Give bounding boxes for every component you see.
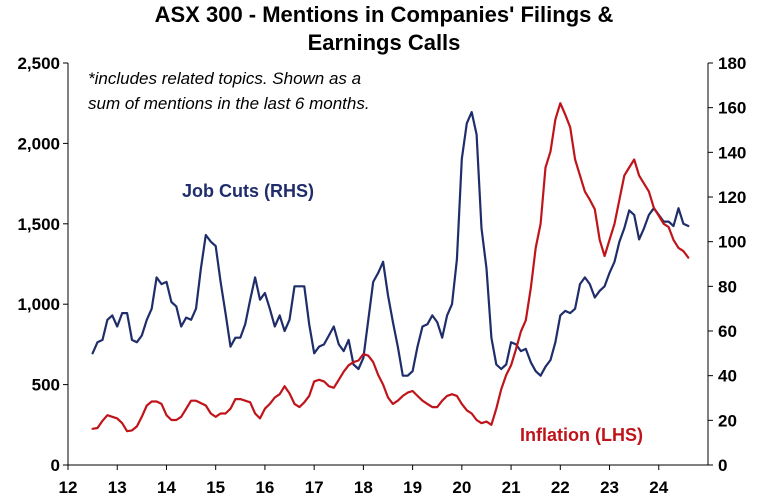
x-tick-label: 14 <box>157 478 176 497</box>
y-left-tick-label: 2,500 <box>17 54 60 73</box>
chart-title-line-1: ASX 300 - Mentions in Companies' Filings… <box>155 2 614 27</box>
x-tick-label: 16 <box>255 478 274 497</box>
label-job-cuts: Job Cuts (RHS) <box>182 181 314 201</box>
annotation-line-1: *includes related topics. Shown as a <box>88 69 361 88</box>
y-right-tick-label: 80 <box>718 277 737 296</box>
y-left-tick-label: 0 <box>51 456 60 475</box>
y-right-tick-label: 180 <box>718 54 746 73</box>
x-tick-label: 13 <box>108 478 127 497</box>
y-right-tick-label: 160 <box>718 99 746 118</box>
y-right-tick-label: 100 <box>718 233 746 252</box>
x-tick-label: 12 <box>59 478 78 497</box>
x-tick-label: 19 <box>403 478 422 497</box>
y-right-tick-label: 20 <box>718 411 737 430</box>
x-tick-label: 15 <box>206 478 225 497</box>
series-line-inflation <box>91 102 690 433</box>
y-right-tick-label: 40 <box>718 367 737 386</box>
x-tick-label: 18 <box>354 478 373 497</box>
x-tick-label: 22 <box>551 478 570 497</box>
y-left-tick-label: 1,000 <box>17 295 60 314</box>
x-tick-label: 23 <box>600 478 619 497</box>
x-tick-label: 17 <box>305 478 324 497</box>
series-lines <box>91 102 690 433</box>
y-right-tick-label: 140 <box>718 143 746 162</box>
y-right-tick-label: 120 <box>718 188 746 207</box>
chart-title-line-2: Earnings Calls <box>308 30 461 55</box>
y-right-tick-label: 0 <box>718 456 727 475</box>
x-tick-label: 21 <box>502 478 521 497</box>
x-tick-label: 24 <box>649 478 668 497</box>
annotation-line-2: sum of mentions in the last 6 months. <box>88 94 370 113</box>
y-left-tick-label: 500 <box>32 376 60 395</box>
label-inflation: Inflation (LHS) <box>520 425 643 445</box>
x-tick-label: 20 <box>452 478 471 497</box>
y-left-tick-label: 2,000 <box>17 134 60 153</box>
axes <box>63 62 713 470</box>
tick-labels: 0 500 1,000 1,500 2,000 2,500 0 20 40 60 80 100 120 1… <box>17 54 746 497</box>
series-line-job-cuts <box>91 110 690 377</box>
y-right-tick-label: 60 <box>718 322 737 341</box>
y-left-tick-label: 1,500 <box>17 215 60 234</box>
